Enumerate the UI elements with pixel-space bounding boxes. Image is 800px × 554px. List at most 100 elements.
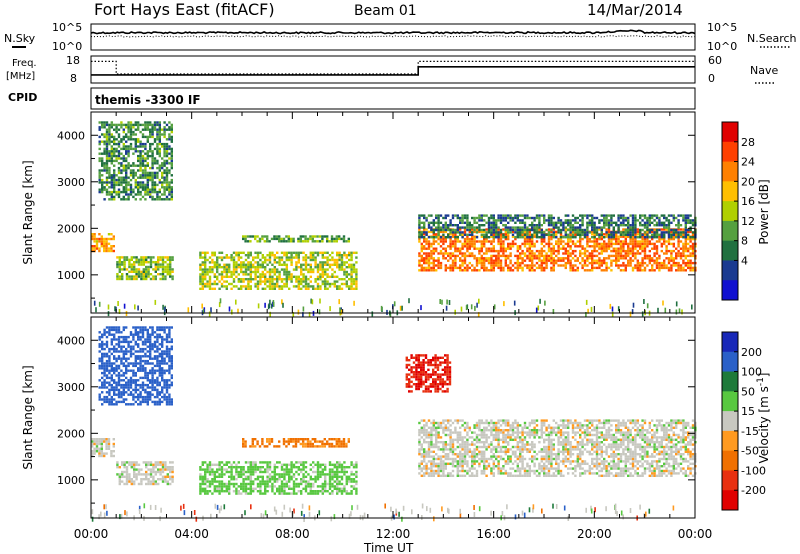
scatter-cell xyxy=(321,282,324,286)
scatter-cell xyxy=(523,235,527,238)
scatter-cell xyxy=(343,254,346,257)
scatter-cell xyxy=(171,470,174,474)
scatter-cell xyxy=(121,463,124,466)
scatter-cell xyxy=(218,487,221,490)
noise-speck xyxy=(201,303,203,309)
scatter-cell xyxy=(581,257,584,260)
scatter-cell xyxy=(516,261,519,265)
scatter-cell xyxy=(240,263,243,266)
scatter-cell xyxy=(550,249,553,253)
scatter-cell xyxy=(121,263,124,266)
scatter-cell xyxy=(103,381,106,384)
scatter-cell xyxy=(122,178,125,182)
scatter-cell xyxy=(108,171,111,175)
scatter-cell xyxy=(499,221,503,224)
scatter-cell xyxy=(555,254,558,258)
scatter-cell xyxy=(691,261,695,265)
noise-speck xyxy=(641,311,644,317)
scatter-cell xyxy=(684,224,687,227)
scatter-cell xyxy=(159,463,162,466)
scatter-cell xyxy=(228,275,231,278)
scatter-cell xyxy=(430,221,433,224)
scatter-cell xyxy=(612,247,615,250)
scatter-cell xyxy=(204,480,207,483)
scatter-cell xyxy=(423,233,426,236)
scatter-cell xyxy=(670,233,673,236)
scatter-cell xyxy=(302,235,305,238)
scatter-cell xyxy=(156,195,159,199)
scatter-cell xyxy=(134,379,137,382)
scatter-cell xyxy=(598,233,601,236)
scatter-cell xyxy=(543,259,546,262)
scatter-cell xyxy=(147,273,150,276)
scatter-cell xyxy=(605,214,608,217)
noise-speck xyxy=(310,298,312,304)
scatter-cell xyxy=(168,383,171,387)
scatter-cell xyxy=(487,221,491,224)
scatter-cell xyxy=(352,280,356,283)
scatter-cell xyxy=(142,268,145,271)
scatter-cell xyxy=(156,400,159,404)
scatter-cell xyxy=(199,273,202,276)
scatter-cell xyxy=(471,224,474,227)
scatter-cell xyxy=(120,123,123,127)
scatter-cell xyxy=(531,216,534,220)
scatter-cell xyxy=(519,228,522,232)
scatter-cell xyxy=(490,221,493,224)
scatter-cell xyxy=(246,235,250,238)
scatter-cell xyxy=(629,264,632,267)
scatter-cell xyxy=(523,230,527,234)
scatter-cell xyxy=(132,374,135,377)
scatter-cell xyxy=(420,221,423,224)
scatter-cell xyxy=(161,352,164,356)
scatter-cell xyxy=(355,275,358,278)
scatter-cell xyxy=(117,379,121,382)
scatter-cell xyxy=(345,273,348,276)
scatter-cell xyxy=(116,265,119,269)
scatter-cell xyxy=(133,261,136,264)
scatter-cell xyxy=(285,280,288,283)
scatter-cell xyxy=(247,273,250,276)
scatter-cell xyxy=(651,236,654,239)
scatter-cell xyxy=(670,252,673,255)
scatter-cell xyxy=(208,261,212,264)
scatter-cell xyxy=(430,252,433,255)
scatter-cell xyxy=(127,388,130,392)
scatter-cell xyxy=(689,240,692,243)
scatter-cell xyxy=(535,257,539,260)
scatter-cell xyxy=(451,254,455,258)
scatter-cell xyxy=(461,226,464,229)
scatter-cell xyxy=(122,398,125,401)
scatter-cell xyxy=(168,369,171,372)
noise-left-top-tick: 10^5 xyxy=(52,21,82,34)
scatter-cell xyxy=(672,237,675,241)
scatter-cell xyxy=(499,249,503,253)
scatter-cell xyxy=(564,242,567,246)
scatter-cell xyxy=(218,273,221,276)
scatter-cell xyxy=(684,264,687,267)
scatter-cell xyxy=(117,128,121,131)
scatter-cell xyxy=(290,273,293,276)
scatter-cell xyxy=(639,242,642,246)
scatter-cell xyxy=(115,193,118,196)
scatter-cell xyxy=(166,480,169,483)
scatter-cell xyxy=(636,249,639,253)
scatter-cell xyxy=(335,240,338,243)
scatter-cell xyxy=(581,264,584,267)
scatter-cell xyxy=(646,245,649,248)
scatter-cell xyxy=(612,242,615,246)
scatter-cell xyxy=(134,140,137,143)
scatter-cell xyxy=(113,142,116,146)
scatter-cell xyxy=(490,249,493,253)
scatter-cell xyxy=(651,237,654,241)
scatter-cell xyxy=(290,256,293,259)
scatter-cell xyxy=(103,333,106,336)
scatter-cell xyxy=(247,280,250,283)
scatter-cell xyxy=(100,445,103,448)
scatter-cell xyxy=(113,178,116,182)
scatter-cell xyxy=(122,355,125,358)
scatter-cell xyxy=(137,268,141,271)
scatter-cell xyxy=(495,264,498,267)
scatter-cell xyxy=(213,266,216,269)
scatter-cell xyxy=(163,152,166,155)
